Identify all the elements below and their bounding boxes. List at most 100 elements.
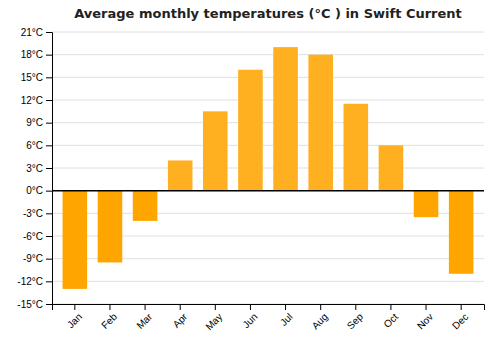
x-tick: Apr bbox=[171, 304, 190, 330]
y-tick: -12°C bbox=[17, 276, 52, 287]
y-tick: 3°C bbox=[26, 163, 52, 174]
y-tick: 18°C bbox=[21, 49, 52, 60]
bar bbox=[168, 160, 193, 190]
grid-line bbox=[52, 100, 484, 101]
x-tick-label: Apr bbox=[171, 311, 190, 330]
grid bbox=[52, 32, 484, 304]
bars bbox=[63, 47, 474, 289]
grid-line bbox=[52, 190, 484, 191]
x-tick-mark bbox=[426, 304, 427, 310]
y-tick: 9°C bbox=[26, 117, 52, 128]
y-tick-label: 21°C bbox=[21, 27, 43, 38]
y-tick-label: 0°C bbox=[26, 185, 43, 196]
y-tick-mark bbox=[46, 123, 52, 124]
x-tick-label: Oct bbox=[381, 311, 400, 330]
bar bbox=[344, 104, 369, 191]
y-tick-label: -9°C bbox=[23, 253, 43, 264]
y-tick-mark bbox=[46, 32, 52, 33]
y-tick-label: -3°C bbox=[23, 208, 43, 219]
x-tick-mark bbox=[461, 304, 462, 310]
chart-container: -15°C -12°C -9°C -6°C -3°C 0°C 3°C 6°C 9°C 12°C 15… bbox=[0, 0, 500, 350]
x-tick-label: May bbox=[203, 311, 224, 332]
x-tick: Jan bbox=[65, 304, 84, 330]
x-tick-mark bbox=[145, 304, 146, 310]
x-tick: Feb bbox=[99, 304, 119, 331]
y-tick-label: 15°C bbox=[21, 72, 43, 83]
x-tick: Dec bbox=[450, 304, 470, 331]
y-tick-mark bbox=[46, 236, 52, 237]
y-tick-label: -15°C bbox=[17, 299, 43, 310]
x-tick-label: Feb bbox=[99, 311, 119, 331]
x-tick: May bbox=[203, 304, 224, 332]
x-tick-label: Jan bbox=[65, 311, 84, 330]
x-tick-mark bbox=[355, 304, 356, 310]
y-tick: 0°C bbox=[26, 185, 52, 196]
x-tick-label: Sep bbox=[345, 311, 366, 332]
grid-line bbox=[52, 122, 484, 123]
bar bbox=[449, 191, 474, 274]
x-tick-mark bbox=[215, 304, 216, 310]
y-tick: -9°C bbox=[23, 253, 52, 264]
bar bbox=[379, 145, 404, 190]
x-tick: Mar bbox=[134, 304, 154, 331]
grid-line bbox=[52, 168, 484, 169]
y-tick-mark bbox=[46, 168, 52, 169]
grid-line bbox=[52, 32, 484, 33]
y-tick: 6°C bbox=[26, 140, 52, 151]
y-tick: -3°C bbox=[23, 208, 52, 219]
x-tick-mark bbox=[74, 304, 75, 310]
y-tick-mark bbox=[46, 304, 52, 305]
x-tick-label: Aug bbox=[310, 311, 330, 331]
x-tick-mark bbox=[250, 304, 251, 310]
y-tick-mark bbox=[46, 281, 52, 282]
y-tick: 15°C bbox=[21, 72, 52, 83]
x-tick-label: Dec bbox=[450, 311, 470, 331]
x-tick-mark bbox=[180, 304, 181, 310]
x-tick-mark bbox=[109, 304, 110, 310]
chart-svg: -15°C -12°C -9°C -6°C -3°C 0°C 3°C 6°C 9°C 12°C 15… bbox=[0, 0, 500, 350]
y-tick-mark bbox=[46, 145, 52, 146]
x-tick-label: Jun bbox=[240, 311, 259, 330]
bar bbox=[63, 191, 88, 289]
x-tick-label: Jul bbox=[278, 311, 295, 328]
y-tick-mark bbox=[46, 77, 52, 78]
y-tick-label: 18°C bbox=[21, 49, 43, 60]
y-tick: 21°C bbox=[21, 27, 52, 38]
x-tick: Nov bbox=[415, 304, 435, 331]
y-tick-mark bbox=[46, 259, 52, 260]
x-tick-label: Mar bbox=[134, 311, 154, 331]
x-axis-line bbox=[53, 305, 485, 311]
y-tick: 12°C bbox=[21, 95, 52, 106]
y-tick-mark bbox=[46, 100, 52, 101]
bar bbox=[133, 191, 158, 221]
grid-line bbox=[52, 145, 484, 146]
x-tick: Jul bbox=[278, 304, 295, 328]
bar bbox=[203, 111, 228, 190]
x-tick: Aug bbox=[310, 304, 330, 331]
y-tick-mark bbox=[46, 213, 52, 214]
grid-line bbox=[52, 54, 484, 55]
y-tick: -15°C bbox=[17, 299, 52, 310]
bar bbox=[238, 70, 263, 191]
x-tick: Jun bbox=[240, 304, 259, 330]
bar bbox=[273, 47, 298, 191]
x-tick: Oct bbox=[381, 304, 400, 330]
y-tick-label: 12°C bbox=[21, 95, 43, 106]
y-tick-label: 6°C bbox=[26, 140, 43, 151]
y-tick-label: -6°C bbox=[23, 231, 43, 242]
y-tick-label: -12°C bbox=[17, 276, 43, 287]
x-tick-mark bbox=[285, 304, 286, 310]
x-tick-mark bbox=[320, 304, 321, 310]
plot-area: -15°C -12°C -9°C -6°C -3°C 0°C 3°C 6°C 9°C 12°C 15… bbox=[17, 27, 484, 333]
y-tick-mark bbox=[46, 191, 52, 192]
bar bbox=[98, 191, 123, 263]
y-tick-label: 3°C bbox=[26, 163, 43, 174]
grid-line bbox=[52, 77, 484, 78]
bar bbox=[414, 191, 439, 217]
grid-line bbox=[52, 281, 484, 282]
y-tick-label: 9°C bbox=[26, 117, 43, 128]
x-axis: Jan Feb Mar Apr May Jun Jul Aug Sep Oct Nov Dec bbox=[53, 304, 485, 332]
y-axis-line bbox=[46, 33, 53, 305]
bar bbox=[308, 55, 333, 191]
x-tick: Sep bbox=[345, 304, 366, 331]
